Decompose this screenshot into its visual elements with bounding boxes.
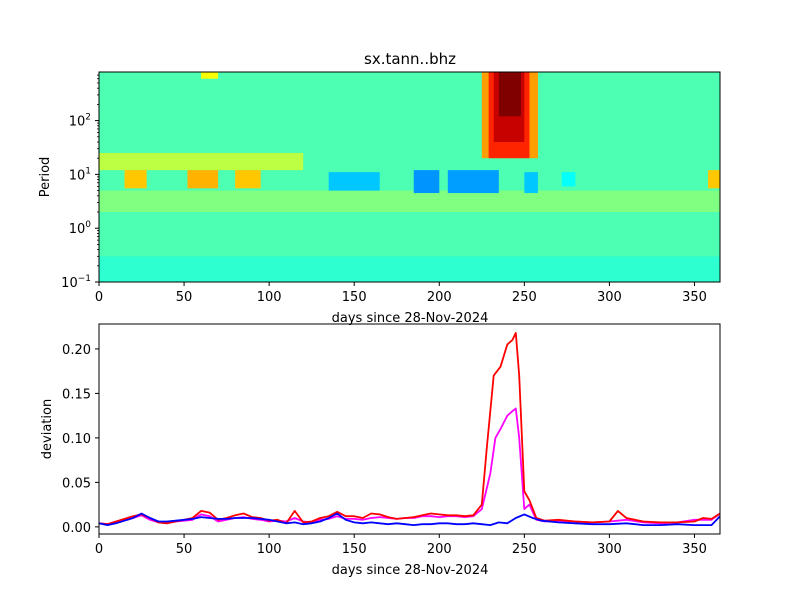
deviation-line-1 <box>99 331 720 526</box>
spectrogram-y-label: Period <box>38 157 53 198</box>
x-tick-label: 150 <box>342 290 367 305</box>
deviation-panel: 0 50 100 150 200 250 300 350 0.000.050.100.150.… <box>40 323 721 578</box>
heatmap-cell-6 <box>235 170 261 189</box>
heatmap-cell-12 <box>708 170 720 189</box>
x-tick-label: 200 <box>427 290 452 305</box>
deviation-x-label: days since 28-Nov-2024 <box>332 563 489 578</box>
heatmap-cell-1 <box>99 256 720 282</box>
heatmap-cell-4 <box>124 170 147 189</box>
deviation-y-label: deviation <box>40 399 55 459</box>
y-tick-label: 101 <box>69 166 91 183</box>
deviation-series <box>99 331 720 526</box>
spectrogram-title: sx.tann..bhz <box>364 50 456 68</box>
deviation-y-ticks: 0.00 0.05 0.10 0.15 0.20 <box>62 343 99 536</box>
heatmap-cell-11 <box>561 172 576 187</box>
spectrogram-panel: sx.tann..bhz 0 50 100 150 200 250 300 350 10−11… <box>38 50 721 326</box>
x-tick-label: 350 <box>682 542 707 557</box>
heatmap-cell-9 <box>447 170 499 194</box>
spectrogram-x-label: days since 28-Nov-2024 <box>332 311 489 326</box>
heatmap-cell-10 <box>524 172 538 194</box>
x-tick-label: 100 <box>257 290 282 305</box>
heatmap-cell-13 <box>201 72 219 79</box>
y-tick-label: 0.20 <box>62 343 91 358</box>
x-tick-label: 100 <box>257 542 282 557</box>
deviation-frame <box>98 323 721 535</box>
x-tick-label: 200 <box>427 542 452 557</box>
x-tick-label: 250 <box>512 290 537 305</box>
x-tick-label: 50 <box>176 542 193 557</box>
y-tick-label: 0.00 <box>62 521 91 536</box>
y-tick-label: 10−1 <box>61 274 91 291</box>
heatmap-cell-3 <box>99 152 304 171</box>
deviation-line-0 <box>99 407 720 526</box>
y-tick-label: 102 <box>69 113 91 130</box>
spectrogram-x-ticks: 0 50 100 150 200 250 300 350 <box>95 282 707 305</box>
x-tick-label: 0 <box>95 542 103 557</box>
x-tick-label: 50 <box>176 290 193 305</box>
heatmap-cells <box>99 72 720 282</box>
deviation-x-ticks: 0 50 100 150 200 250 300 350 <box>95 534 707 557</box>
heatmap-cell-5 <box>187 170 219 189</box>
y-tick-label: 0.10 <box>62 432 91 447</box>
spectrogram-y-ticks: 10−1 100 101 102 <box>61 74 99 291</box>
y-tick-label: 0.05 <box>62 476 91 491</box>
x-tick-label: 350 <box>682 290 707 305</box>
deviation-line-2 <box>99 512 720 526</box>
heatmap-cell-8 <box>413 170 440 194</box>
y-tick-label: 100 <box>69 220 92 237</box>
heatmap-cell-7 <box>328 172 380 191</box>
heatmap-cell-2 <box>99 190 720 212</box>
x-tick-label: 250 <box>512 542 537 557</box>
x-tick-label: 300 <box>597 542 622 557</box>
heatmap-cell-17 <box>498 72 521 117</box>
y-tick-label: 0.15 <box>62 387 91 402</box>
x-tick-label: 150 <box>342 542 367 557</box>
x-tick-label: 0 <box>95 290 103 305</box>
x-tick-label: 300 <box>597 290 622 305</box>
